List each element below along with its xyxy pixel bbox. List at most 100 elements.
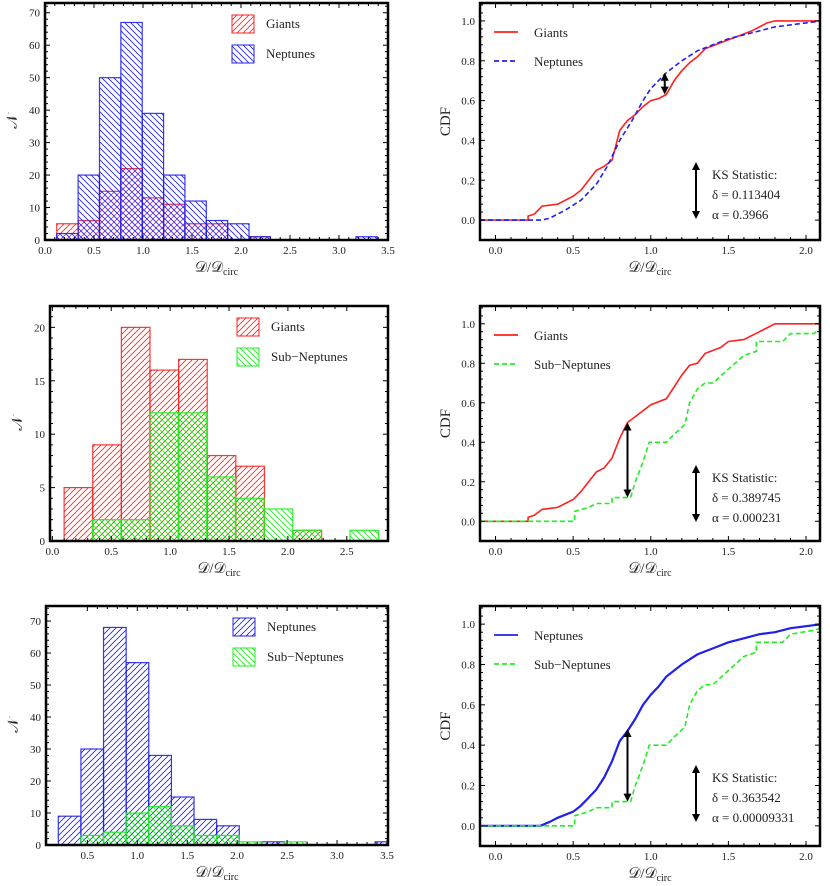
plot-frame (478, 604, 822, 848)
x-axis-label: 𝒟/𝒟circ (195, 260, 239, 278)
y-tick-label: 0.4 (461, 135, 475, 147)
x-tick-label: 3.5 (380, 850, 394, 862)
histogram-bar-neptunes (57, 815, 82, 845)
x-axis-label-subscript: circ (657, 568, 673, 579)
y-tick-label: 20 (34, 322, 46, 334)
arrowhead-up-icon (660, 72, 669, 81)
x-tick-label: 1.0 (644, 851, 658, 863)
legend-label: Neptunes (266, 46, 315, 61)
histogram-bar-neptunes (80, 748, 105, 845)
y-tick-label: 10 (30, 808, 42, 820)
ks-title: KS Statistic: (712, 167, 777, 182)
arrowhead-down-icon (660, 86, 669, 95)
x-tick-label: 1.5 (180, 850, 194, 862)
x-axis-label: 𝒟/𝒟circ (628, 260, 672, 278)
y-tick-label: 0.0 (461, 821, 475, 833)
x-axis-label-subscript: circ (224, 872, 240, 883)
x-axis-label-main: 𝒟/𝒟 (628, 866, 656, 882)
cdf-line-neptunes (480, 20, 820, 221)
y-tick-label: 0.8 (461, 56, 475, 68)
x-tick-label: 0.5 (80, 850, 94, 862)
cdf-panel-3: Neptunes Sub−Neptunes KS Statistic: δ = 0.3… (438, 604, 822, 884)
legend-swatch (231, 44, 255, 64)
x-axis-label: 𝒟/𝒟circ (628, 561, 672, 579)
y-axis-label: CDF (438, 409, 454, 438)
histogram-bar-subneptunes (149, 412, 179, 541)
x-tick-label: 2.0 (799, 851, 813, 863)
histogram-bar-subneptunes (263, 508, 294, 541)
arrowhead-down-icon (623, 793, 632, 802)
histogram-bar-subneptunes (91, 519, 122, 541)
x-tick-label: 1.0 (130, 850, 144, 862)
y-tick-label: 30 (30, 744, 42, 756)
x-tick-label: 1.5 (185, 245, 199, 257)
histogram-bar-subneptunes (234, 497, 265, 541)
ks-legend-arrow (692, 162, 700, 219)
x-tick-label: 1.5 (722, 851, 736, 863)
y-tick-label: 15 (34, 376, 46, 388)
ks-delta: δ = 0.363542 (712, 790, 781, 805)
y-tick-label: 0.8 (461, 358, 475, 370)
plot-area (480, 20, 820, 221)
histogram-bar-neptunes (162, 174, 186, 240)
y-tick-label: 50 (29, 73, 41, 85)
x-tick-label: 0.0 (489, 546, 503, 558)
legend-label: Neptunes (267, 619, 316, 634)
y-tick-label: 70 (30, 616, 42, 628)
histogram-bar-subneptunes (177, 412, 208, 541)
histogram-bar-neptunes (77, 174, 101, 240)
histogram-panel-3: Neptunes Sub−Neptunes 0.5 1.0 1.5 2.0 2.5 3.0 3.… (6, 604, 394, 883)
x-tick-label: 2.0 (799, 245, 813, 257)
y-axis-label: 𝒩 (10, 414, 26, 431)
x-tick-label: 2.0 (281, 546, 295, 558)
plot-area (56, 21, 378, 240)
y-tick-label: 10 (34, 429, 46, 441)
x-tick-label: 0.0 (38, 245, 52, 257)
histogram-bar-giants (63, 486, 94, 541)
ks-distance-arrow (660, 72, 669, 95)
cdf-line-subneptunes (480, 627, 820, 827)
x-tick-label: 1.0 (644, 245, 658, 257)
histogram-bar-subneptunes (148, 806, 173, 845)
legend-swatch (232, 647, 256, 667)
x-axis-label-main: 𝒟/𝒟 (195, 260, 223, 276)
x-tick-label: 2.0 (799, 546, 813, 558)
x-axis-label-subscript: circ (223, 267, 239, 278)
y-tick-label: 20 (30, 776, 42, 788)
y-tick-label: 40 (29, 105, 41, 117)
x-axis-label-main: 𝒟/𝒟 (628, 561, 656, 577)
histogram-bar-subneptunes (206, 476, 237, 541)
legend-label: Neptunes (534, 54, 583, 69)
x-tick-label: 3.5 (381, 245, 395, 257)
histogram-bar-subneptunes (349, 529, 380, 541)
arrowhead-up-icon (692, 765, 700, 773)
x-tick-label: 2.0 (230, 850, 244, 862)
legend-label: Sub−Neptunes (534, 357, 611, 372)
y-tick-label: 70 (29, 8, 41, 20)
arrowhead-up-icon (623, 422, 632, 431)
x-tick-label: 0.5 (566, 245, 580, 257)
ks-legend-arrow (692, 465, 700, 522)
ks-distance-arrow (623, 729, 632, 802)
x-axis-label-main: 𝒟/𝒟 (195, 865, 223, 881)
x-axis-label-subscript: circ (226, 568, 242, 579)
x-tick-label: 2.5 (280, 850, 294, 862)
legend-swatch (236, 317, 260, 337)
cdf-panel-1: Giants Neptunes KS Statistic: δ = 0.113404 α… (438, 1, 822, 278)
x-tick-label: 0.0 (45, 546, 59, 558)
y-tick-label: 0.0 (461, 215, 475, 227)
y-tick-label: 5 (40, 483, 46, 495)
legend-label: Giants (271, 319, 305, 334)
arrowhead-down-icon (692, 514, 700, 522)
y-tick-label: 40 (30, 712, 42, 724)
x-tick-label: 1.0 (644, 546, 658, 558)
x-tick-label: 3.0 (332, 245, 346, 257)
y-axis-label: 𝒩 (5, 112, 21, 129)
y-axis-label: CDF (438, 107, 454, 136)
legend-label: Neptunes (534, 628, 583, 643)
legend-label: Sub−Neptunes (271, 349, 348, 364)
x-tick-label: 0.5 (104, 546, 118, 558)
cdf-line-neptunes (480, 623, 820, 827)
x-axis-label-subscript: circ (657, 873, 673, 884)
